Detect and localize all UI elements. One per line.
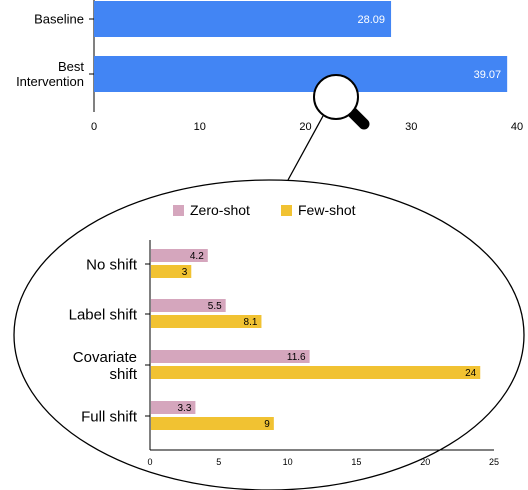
category-label: Label shift xyxy=(69,306,138,323)
bar xyxy=(151,315,262,328)
bar-value-label: 3 xyxy=(182,267,188,278)
x-tick-label: 0 xyxy=(91,121,97,133)
category-label: Best Intervention xyxy=(16,59,84,89)
bar xyxy=(94,1,392,37)
bar xyxy=(151,366,481,379)
x-tick-label: 0 xyxy=(147,457,152,467)
x-tick-label: 25 xyxy=(489,457,499,467)
bar-value-label: 3.3 xyxy=(178,403,192,414)
bar xyxy=(151,417,274,430)
category-label: Covariate shift xyxy=(73,349,138,383)
bar xyxy=(151,401,196,414)
category-label: No shift xyxy=(86,256,138,273)
zoom-ellipse xyxy=(13,179,525,490)
bar-value-label: 5.5 xyxy=(208,301,222,312)
bar-value-label: 9 xyxy=(264,419,270,430)
x-tick-label: 20 xyxy=(420,457,430,467)
category-label: Full shift xyxy=(81,408,138,425)
x-tick-label: 15 xyxy=(351,457,361,467)
magnifying-glass-icon xyxy=(287,74,370,181)
bar-value-label: 4.2 xyxy=(190,251,204,262)
x-tick-label: 10 xyxy=(283,457,293,467)
bar xyxy=(151,265,192,278)
bottom-bar-chart: Zero-shot Few-shot No shift 4.23 Label shift… xyxy=(69,202,499,467)
bar-value-label: 11.6 xyxy=(287,352,306,363)
bar xyxy=(151,249,208,262)
legend-swatch xyxy=(281,205,292,216)
bar-value-label: 8.1 xyxy=(244,317,258,328)
x-tick-label: 5 xyxy=(216,457,221,467)
legend-label: Zero-shot xyxy=(190,202,250,218)
top-bar-chart: Baseline 28.09 Best Intervention 39.07 0 10 20 3… xyxy=(16,0,523,133)
bar-value-label: 28.09 xyxy=(358,14,386,26)
x-tick-label: 20 xyxy=(299,121,311,133)
bar-value-label: 24 xyxy=(465,368,477,379)
x-tick-label: 30 xyxy=(405,121,417,133)
bar xyxy=(151,299,226,312)
x-tick-label: 10 xyxy=(194,121,206,133)
category-label: Baseline xyxy=(34,12,84,27)
bar xyxy=(151,350,310,363)
legend-swatch xyxy=(173,205,184,216)
bar xyxy=(94,56,508,92)
bar-value-label: 39.07 xyxy=(474,69,502,81)
x-tick-label: 40 xyxy=(511,121,523,133)
legend-label: Few-shot xyxy=(298,202,356,218)
